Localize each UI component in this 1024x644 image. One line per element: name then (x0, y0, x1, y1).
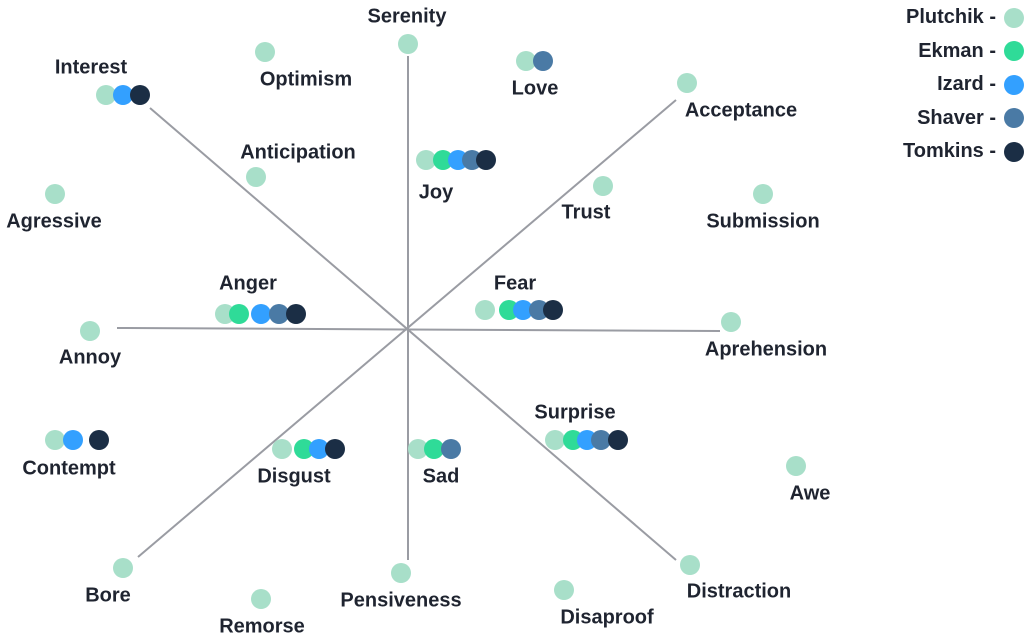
emotion-label-aprehension: Aprehension (704, 338, 828, 361)
emotion-label-bore: Bore (85, 584, 131, 607)
dot-tomkins (543, 300, 563, 320)
dot-izard (251, 304, 271, 324)
dot-izard (513, 300, 533, 320)
emotion-label-serenity: Serenity (367, 5, 447, 28)
dot-plutchik (398, 34, 418, 54)
dot-plutchik (786, 456, 806, 476)
axis-diagonal-down (149, 107, 677, 561)
emotion-label-trust: Trust (561, 201, 611, 224)
dot-shaver (441, 439, 461, 459)
legend-label: Izard - (937, 73, 996, 95)
legend-dot-shaver (1004, 108, 1024, 128)
dot-plutchik (246, 167, 266, 187)
emotion-label-interest: Interest (54, 56, 128, 79)
emotion-label-agressive: Agressive (6, 210, 102, 233)
dot-plutchik (45, 184, 65, 204)
emotion-label-annoy: Annoy (58, 346, 122, 369)
dot-plutchik (680, 555, 700, 575)
dot-plutchik (721, 312, 741, 332)
emotion-label-awe: Awe (789, 482, 831, 505)
dot-ekman (229, 304, 249, 324)
legend-item-tomkins: Tomkins - (903, 140, 1024, 163)
emotion-label-love: Love (511, 77, 559, 100)
legend-label: Shaver - (917, 106, 996, 129)
legend-label: Plutchik - (905, 6, 996, 28)
dot-shaver (591, 430, 611, 450)
legend-dot-plutchik (1004, 7, 1024, 28)
legend-dot-izard (1004, 74, 1024, 95)
legend-label: Tomkins - (903, 140, 996, 162)
emotion-label-acceptance: Acceptance (684, 99, 798, 122)
legend-dot-tomkins (1004, 141, 1024, 162)
legend-item-ekman: Ekman - (918, 40, 1024, 63)
emotion-label-submission: Submission (706, 210, 820, 233)
emotion-label-disgust: Disgust (257, 465, 331, 488)
dot-plutchik (80, 321, 100, 341)
emotion-label-distraction: Distraction (686, 580, 792, 603)
emotion-label-contempt: Contempt (22, 457, 116, 480)
emotion-label-surprise: Surprise (534, 401, 616, 424)
dot-tomkins (89, 430, 109, 450)
legend-item-shaver: Shaver - (917, 107, 1024, 130)
emotion-label-disaproof: Disaproof (560, 606, 654, 629)
dot-plutchik (251, 589, 271, 609)
dot-izard (63, 430, 83, 450)
dot-plutchik (753, 184, 773, 204)
dot-plutchik (475, 300, 495, 320)
emotion-label-fear: Fear (493, 272, 537, 295)
dot-plutchik (593, 176, 613, 196)
dot-plutchik (554, 580, 574, 600)
legend-item-plutchik: Plutchik - (906, 6, 1024, 29)
emotion-label-joy: Joy (418, 181, 454, 204)
dot-shaver (533, 51, 553, 71)
emotion-label-anticipation: Anticipation (240, 141, 356, 164)
dot-izard (309, 439, 329, 459)
dot-plutchik (255, 42, 275, 62)
dot-tomkins (608, 430, 628, 450)
dot-izard (113, 85, 133, 105)
dot-ekman (424, 439, 444, 459)
dot-tomkins (325, 439, 345, 459)
dot-tomkins (130, 85, 150, 105)
legend-dot-ekman (1004, 41, 1024, 61)
dot-plutchik (516, 51, 536, 71)
dot-tomkins (286, 304, 306, 324)
legend-item-izard: Izard - (937, 73, 1024, 96)
dot-plutchik (677, 73, 697, 93)
dot-plutchik (416, 150, 436, 170)
dot-plutchik (113, 558, 133, 578)
emotion-label-pensiveness: Pensiveness (340, 589, 462, 612)
dot-plutchik (391, 563, 411, 583)
axis-horizontal (116, 327, 721, 332)
dot-plutchik (408, 439, 428, 459)
legend-label: Ekman - (918, 39, 996, 62)
emotion-label-sad: Sad (422, 465, 460, 488)
dot-plutchik (96, 85, 116, 105)
emotion-label-remorse: Remorse (219, 615, 305, 638)
dot-tomkins (476, 150, 496, 170)
dot-plutchik (545, 430, 565, 450)
dot-plutchik (45, 430, 65, 450)
emotion-label-optimism: Optimism (259, 68, 353, 91)
emotion-label-anger: Anger (219, 272, 277, 295)
axis-diagonal-up (137, 99, 677, 558)
dot-shaver (269, 304, 289, 324)
dot-plutchik (272, 439, 292, 459)
